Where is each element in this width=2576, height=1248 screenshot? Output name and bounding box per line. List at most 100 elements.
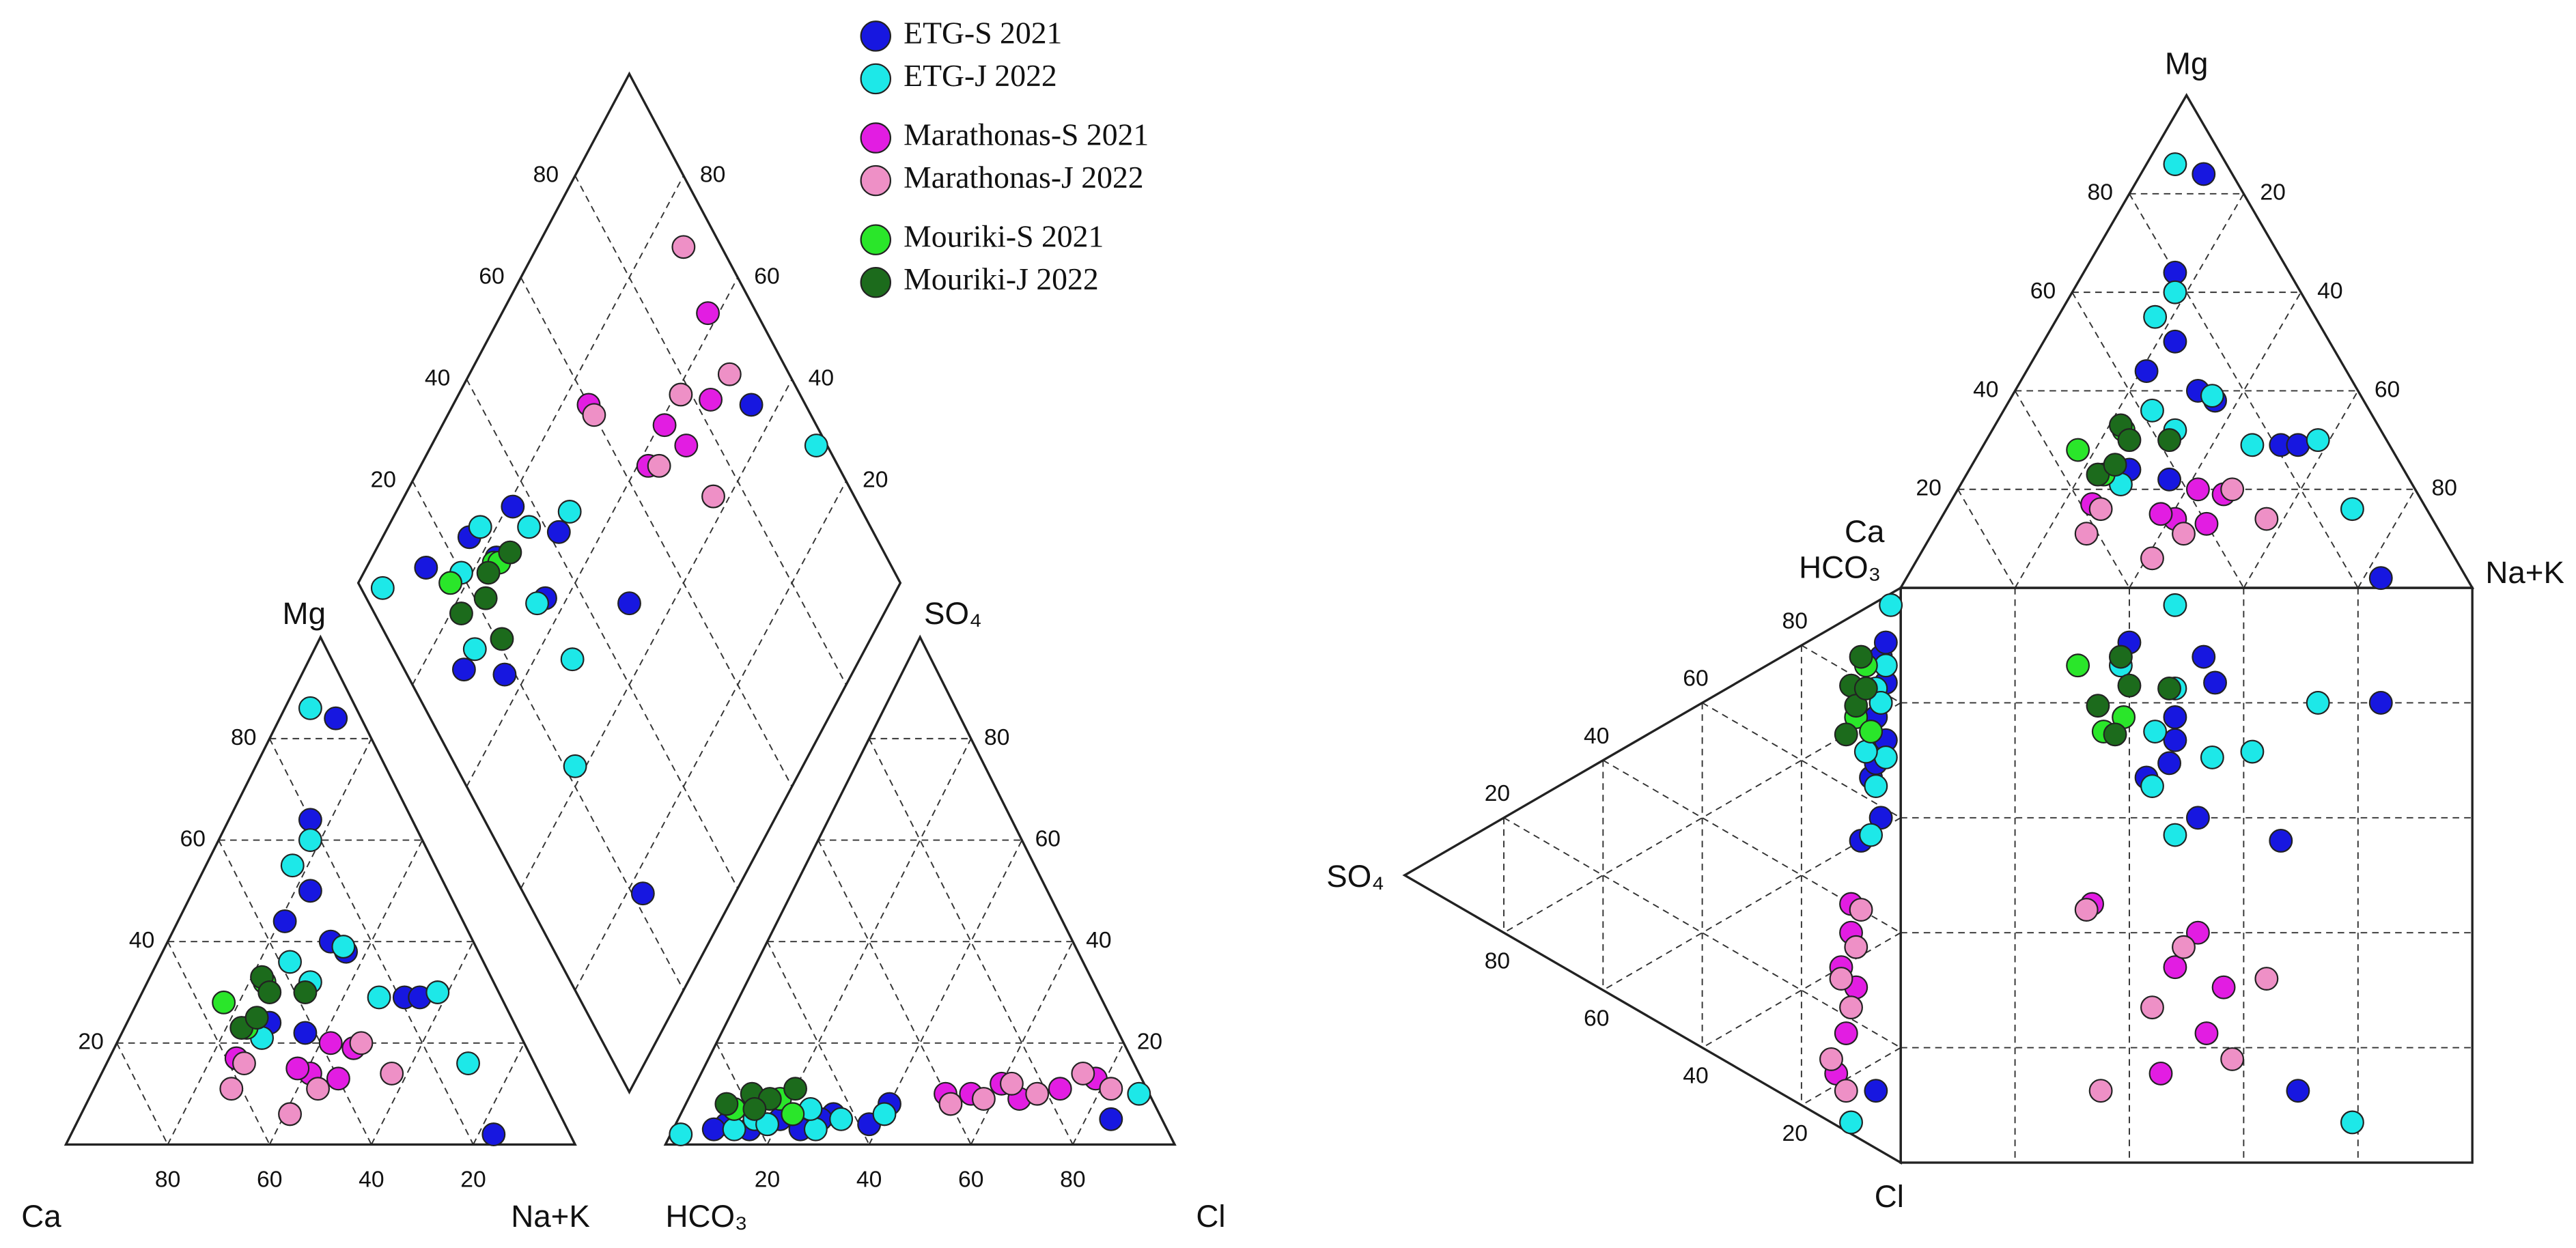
tick-label: 60 bbox=[1683, 666, 1708, 692]
data-point bbox=[2240, 433, 2265, 457]
data-point bbox=[739, 393, 764, 417]
grid-line bbox=[466, 379, 739, 889]
data-point bbox=[617, 591, 641, 616]
tick-label: 60 bbox=[180, 826, 205, 851]
data-point bbox=[938, 1092, 963, 1116]
data-point bbox=[2286, 1079, 2310, 1103]
legend-marker bbox=[860, 224, 892, 255]
grid-line bbox=[574, 175, 847, 685]
tick-label: 60 bbox=[479, 264, 504, 289]
grid-line bbox=[1503, 702, 1901, 934]
data-point bbox=[449, 601, 473, 626]
data-point bbox=[2066, 438, 2090, 462]
data-point bbox=[647, 453, 671, 478]
data-point bbox=[582, 403, 606, 427]
tick-label: 40 bbox=[856, 1167, 882, 1192]
data-point bbox=[1834, 722, 1858, 747]
tick-label: 20 bbox=[755, 1167, 780, 1192]
legend-label: Mouriki-S 2021 bbox=[904, 219, 1104, 254]
tick-label: 60 bbox=[2375, 377, 2400, 402]
data-point bbox=[2140, 546, 2164, 571]
tick-label: 20 bbox=[2260, 180, 2285, 205]
legend-marker bbox=[860, 266, 892, 298]
data-point bbox=[2211, 975, 2236, 999]
data-point bbox=[2172, 935, 2196, 959]
axis-label: Na+K bbox=[2485, 555, 2564, 590]
data-point bbox=[755, 1112, 779, 1137]
data-point bbox=[1864, 1079, 1888, 1103]
data-point bbox=[1127, 1081, 1151, 1106]
tick-label: 80 bbox=[533, 162, 559, 187]
legend-marker bbox=[860, 165, 892, 197]
axis-label: Mg bbox=[283, 596, 326, 631]
tick-label: 40 bbox=[1683, 1064, 1708, 1089]
data-point bbox=[1849, 898, 1873, 922]
data-point bbox=[318, 1031, 343, 1055]
data-point bbox=[278, 1102, 303, 1126]
tick-label: 80 bbox=[2432, 476, 2457, 501]
data-point bbox=[349, 1031, 374, 1055]
data-point bbox=[742, 1097, 767, 1121]
data-point bbox=[2194, 511, 2219, 536]
data-point bbox=[1859, 720, 1884, 743]
data-point bbox=[2163, 955, 2187, 980]
data-point bbox=[2066, 653, 2090, 678]
data-point bbox=[2088, 497, 2113, 522]
axis-label: Mg bbox=[2165, 46, 2208, 81]
tick-label: 60 bbox=[958, 1167, 983, 1192]
data-point bbox=[481, 1122, 506, 1147]
tick-label: 40 bbox=[425, 366, 450, 391]
legend-label: ETG-J 2022 bbox=[904, 58, 1057, 93]
data-point bbox=[669, 382, 693, 407]
data-point bbox=[1099, 1077, 1123, 1101]
tick-label: 20 bbox=[1137, 1030, 1162, 1055]
data-point bbox=[490, 627, 514, 651]
data-point bbox=[2108, 644, 2133, 669]
data-point bbox=[2074, 898, 2099, 922]
grid-line bbox=[2014, 193, 2245, 588]
tick-label: 80 bbox=[2087, 180, 2112, 205]
data-point bbox=[2117, 428, 2142, 453]
data-point bbox=[1834, 1079, 1858, 1103]
data-point bbox=[212, 990, 236, 1015]
data-point bbox=[2163, 705, 2187, 729]
data-point bbox=[1873, 630, 1898, 655]
data-point bbox=[370, 576, 395, 600]
data-point bbox=[696, 301, 720, 326]
data-point bbox=[781, 1102, 805, 1126]
data-point bbox=[1839, 1110, 1863, 1135]
tick-label: 20 bbox=[1485, 781, 1510, 806]
tick-label: 40 bbox=[129, 928, 154, 953]
tick-label: 80 bbox=[1485, 948, 1510, 974]
data-point bbox=[298, 808, 322, 832]
data-point bbox=[462, 637, 487, 662]
outline bbox=[663, 634, 1177, 1146]
data-point bbox=[2220, 1047, 2245, 1071]
data-point bbox=[829, 1107, 854, 1131]
data-point bbox=[456, 1051, 480, 1075]
data-point bbox=[669, 1122, 693, 1147]
data-point bbox=[293, 1021, 318, 1045]
legend-marker bbox=[860, 20, 892, 52]
data-point bbox=[783, 1077, 807, 1101]
data-point bbox=[2140, 398, 2164, 423]
data-point bbox=[293, 980, 318, 1004]
legend-marker bbox=[860, 122, 892, 154]
legend-label: Mouriki-J 2022 bbox=[904, 261, 1099, 296]
data-point bbox=[331, 935, 356, 959]
tick-label: 80 bbox=[1782, 608, 1808, 634]
data-point bbox=[285, 1056, 310, 1081]
data-point bbox=[999, 1071, 1024, 1096]
data-point bbox=[232, 1051, 256, 1075]
outline bbox=[64, 634, 577, 1146]
grid-line bbox=[574, 481, 847, 991]
data-point bbox=[2200, 745, 2224, 769]
data-point bbox=[2286, 433, 2310, 457]
data-point bbox=[2117, 673, 2142, 698]
tick-label: 20 bbox=[1782, 1121, 1808, 1146]
data-point bbox=[1099, 1107, 1123, 1131]
data-point bbox=[804, 434, 828, 457]
data-point bbox=[2368, 566, 2393, 591]
data-point bbox=[1859, 823, 1884, 847]
data-point bbox=[2157, 676, 2182, 700]
